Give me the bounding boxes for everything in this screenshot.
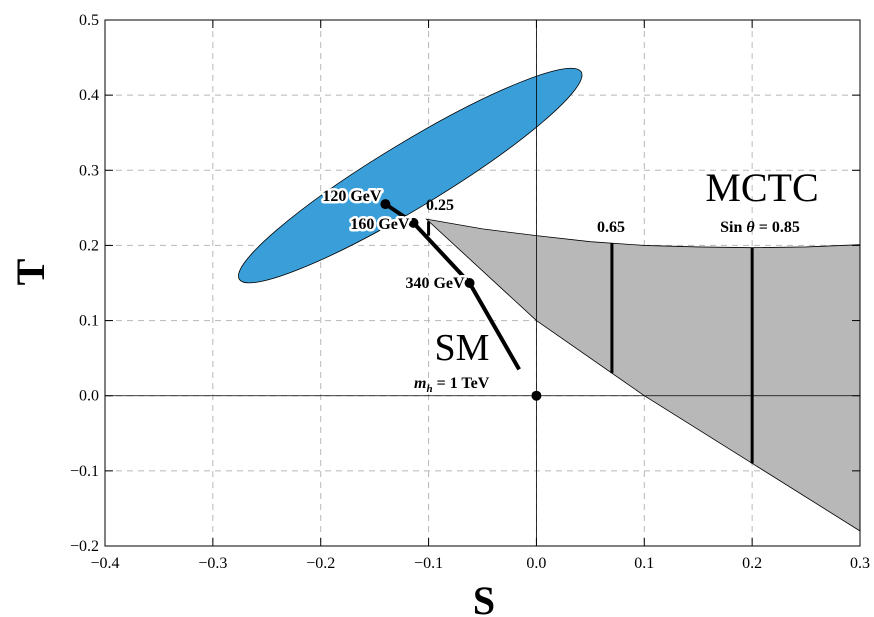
axes — [105, 20, 860, 546]
line-label-025: 0.25 — [426, 197, 454, 214]
x-tick-label: 0.0 — [526, 555, 546, 572]
sin-theta: θ — [746, 219, 755, 236]
y-tick-label: 0.2 — [79, 237, 99, 254]
x-tick-label: 0.1 — [634, 555, 654, 572]
plot-frame — [104, 19, 861, 547]
sin-label: Sin θ = 0.85 — [720, 219, 800, 236]
sm-curve-line — [384, 202, 521, 371]
x-tick-label: −0.1 — [414, 555, 443, 572]
mctc-shaded-region — [425, 218, 861, 532]
mh-rest: = 1 TeV — [433, 375, 490, 392]
mh-var: m — [414, 375, 426, 392]
sm-point-marker — [380, 199, 391, 210]
sin-suffix: = 0.85 — [755, 219, 800, 236]
sm-label: SM — [435, 327, 490, 369]
y-tick-label: −0.1 — [70, 463, 99, 480]
sm-point-marker — [408, 217, 419, 228]
x-axis-title: S — [473, 578, 495, 617]
tick-labels: −0.4 −0.3 −0.2 −0.1 0.0 0.1 0.2 0.3 −0.2 −0.1 0.0 0… — [70, 12, 870, 572]
sm-point-marker — [531, 390, 542, 401]
x-tick-label: −0.3 — [198, 555, 227, 572]
mctc-label: MCTC — [705, 165, 818, 210]
x-tick-label: −0.2 — [306, 555, 335, 572]
y-tick-label: 0.1 — [79, 313, 99, 330]
mass-label: 120 GeV — [322, 188, 382, 205]
sm-point-marker — [464, 278, 475, 288]
line-label-065: 0.65 — [597, 219, 625, 236]
plot-border — [104, 19, 861, 547]
fit-ellipse — [238, 67, 583, 284]
x-tick-label: 0.3 — [850, 555, 870, 572]
sin-prefix: Sin — [720, 219, 746, 236]
y-tick-label: 0.3 — [79, 162, 99, 179]
mh-label: mh = 1 TeV — [414, 375, 490, 395]
blue-ellipse-layer — [238, 67, 583, 284]
mctc-region — [425, 218, 861, 532]
mass-label: 340 GeV — [405, 275, 465, 292]
x-tick-label: 0.2 — [742, 555, 762, 572]
y-tick-label: 0.5 — [79, 12, 99, 29]
mh-sub: h — [426, 383, 432, 395]
y-tick-label: 0.4 — [79, 87, 99, 104]
annotations: S T MCTC SM mh = 1 TeV Sin θ = 0.85 0.25… — [8, 165, 819, 617]
y-axis-title: T — [8, 258, 53, 285]
y-tick-label: −0.2 — [70, 538, 99, 555]
mass-label: 160 GeV — [350, 216, 410, 233]
sm-curve: 120 GeV 160 GeV 340 GeV — [320, 186, 542, 401]
y-tick-label: 0.0 — [79, 388, 99, 405]
x-tick-label: −0.4 — [90, 555, 119, 572]
